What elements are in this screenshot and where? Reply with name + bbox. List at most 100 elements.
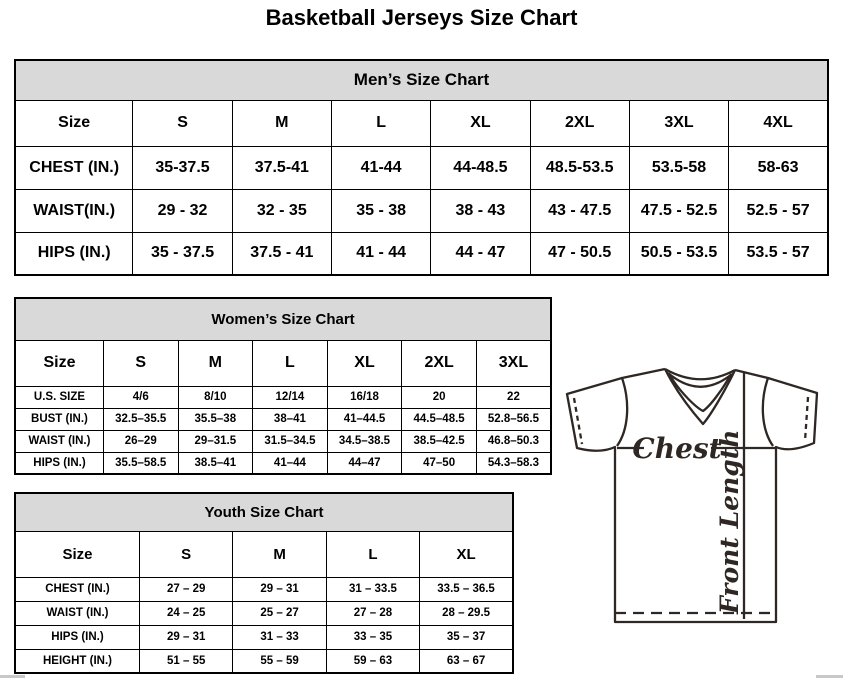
left-sleeve-seam (616, 377, 629, 447)
right-cuff-dashed-line (803, 396, 810, 442)
value-cell: 35.5–38 (177, 407, 254, 431)
row-label: HIPS (IN.) (14, 624, 140, 650)
value-cell: 47 - 50.5 (529, 231, 630, 276)
table-row: WAIST (IN.) 24 – 25 25 – 27 27 – 28 28 – 29.… (14, 600, 514, 626)
col-header-size: Size (14, 339, 104, 387)
value-cell: 27 – 28 (325, 600, 421, 626)
col-header: M (232, 530, 327, 578)
value-cell: 47–50 (401, 451, 477, 475)
col-header: XL (430, 99, 531, 147)
mens-size-table-grid: Men’s Size Chart Size S M L XL 2XL 3XL 4XL CHEST … (14, 59, 829, 276)
womens-size-table-grid: Women’s Size Chart Size S M L XL 2XL 3XL U.S. SI… (14, 297, 552, 475)
value-cell: 26–29 (102, 429, 179, 453)
value-cell: 37.5 - 41 (231, 231, 332, 276)
row-label: HIPS (IN.) (14, 231, 134, 276)
table-row: CHEST (IN.) 27 – 29 29 – 31 31 – 33.5 33.5 –… (14, 576, 514, 602)
value-cell: 63 – 67 (419, 648, 514, 674)
value-cell: 22 (475, 385, 552, 409)
youth-size-table: Youth Size Chart Size S M L XL CHEST (IN.) 27 –… (14, 492, 514, 674)
table-title: Youth Size Chart (14, 492, 514, 532)
row-label: WAIST(IN.) (14, 188, 134, 233)
value-cell: 29 - 32 (132, 188, 233, 233)
page-title: Basketball Jerseys Size Chart (265, 5, 578, 30)
value-cell: 31 – 33.5 (325, 576, 421, 602)
table-row: CHEST (IN.) 35-37.5 37.5-41 41-44 44-48.5 48.… (14, 145, 829, 190)
value-cell: 24 – 25 (138, 600, 234, 626)
value-cell: 38.5–41 (177, 451, 254, 475)
right-sleeve-seam (761, 377, 774, 447)
front-length-label: Front Length (715, 430, 744, 615)
value-cell: 53.5-58 (628, 145, 730, 190)
value-cell: 27 – 29 (138, 576, 234, 602)
value-cell: 29 – 31 (138, 624, 234, 650)
col-header: 2XL (401, 339, 477, 387)
table-row: WAIST(IN.) 29 - 32 32 - 35 35 - 38 38 - 43 43… (14, 188, 829, 233)
value-cell: 52.8–56.5 (475, 407, 552, 431)
value-cell: 25 – 27 (232, 600, 327, 626)
value-cell: 33 – 35 (325, 624, 421, 650)
value-cell: 44.5–48.5 (401, 407, 477, 431)
col-header: M (177, 339, 254, 387)
row-label: WAIST (IN.) (14, 429, 104, 453)
value-cell: 41–44.5 (326, 407, 403, 431)
value-cell: 38 - 43 (430, 188, 531, 233)
col-header: L (330, 99, 432, 147)
value-cell: 31 – 33 (232, 624, 327, 650)
value-cell: 12/14 (252, 385, 328, 409)
jersey-silhouette (565, 367, 819, 624)
table-title: Women’s Size Chart (14, 297, 552, 341)
col-header-size: Size (14, 530, 140, 578)
value-cell: 44-48.5 (430, 145, 531, 190)
table-row: HIPS (IN.) 35.5–58.5 38.5–41 41–44 44–47 47–5… (14, 451, 552, 475)
scrollbar-fragment-left[interactable] (0, 675, 25, 678)
table-title: Men’s Size Chart (14, 59, 829, 101)
value-cell: 41-44 (330, 145, 432, 190)
value-cell: 50.5 - 53.5 (628, 231, 730, 276)
col-header: S (138, 530, 234, 578)
value-cell: 35 - 37.5 (132, 231, 233, 276)
value-cell: 48.5-53.5 (529, 145, 630, 190)
value-cell: 52.5 - 57 (728, 188, 829, 233)
col-header-size: Size (14, 99, 134, 147)
value-cell: 38.5–42.5 (401, 429, 477, 453)
value-cell: 8/10 (177, 385, 254, 409)
col-header: 3XL (628, 99, 730, 147)
chest-label: Chest (632, 432, 721, 465)
value-cell: 29 – 31 (232, 576, 327, 602)
value-cell: 47.5 - 52.5 (628, 188, 730, 233)
value-cell: 16/18 (326, 385, 403, 409)
value-cell: 59 – 63 (325, 648, 421, 674)
value-cell: 58-63 (728, 145, 829, 190)
value-cell: 46.8–50.3 (475, 429, 552, 453)
jersey-measurement-diagram: Chest Front Length (562, 363, 828, 629)
col-header: XL (419, 530, 514, 578)
value-cell: 38–41 (252, 407, 328, 431)
value-cell: 41–44 (252, 451, 328, 475)
row-label: U.S. SIZE (14, 385, 104, 409)
vneck-inner (668, 373, 733, 413)
table-row: BUST (IN.) 32.5–35.5 35.5–38 38–41 41–44.5 44… (14, 407, 552, 431)
col-header: S (102, 339, 179, 387)
row-label: WAIST (IN.) (14, 600, 140, 626)
value-cell: 35.5–58.5 (102, 451, 179, 475)
value-cell: 35 – 37 (419, 624, 514, 650)
table-row: HEIGHT (IN.) 51 – 55 55 – 59 59 – 63 63 – 67 (14, 648, 514, 674)
collar-back-arc-inner (667, 372, 733, 388)
value-cell: 43 - 47.5 (529, 188, 630, 233)
value-cell: 54.3–58.3 (475, 451, 552, 475)
scrollbar-fragment-right[interactable] (816, 675, 843, 678)
row-label: CHEST (IN.) (14, 576, 140, 602)
value-cell: 4/6 (102, 385, 179, 409)
table-row: HIPS (IN.) 35 - 37.5 37.5 - 41 41 - 44 44 - … (14, 231, 829, 276)
col-header: L (252, 339, 328, 387)
col-header: 2XL (529, 99, 630, 147)
table-row: U.S. SIZE 4/6 8/10 12/14 16/18 20 22 (14, 385, 552, 409)
youth-size-table-grid: Youth Size Chart Size S M L XL CHEST (IN.) 27 –… (14, 492, 514, 674)
womens-size-table: Women’s Size Chart Size S M L XL 2XL 3XL U.S. SI… (14, 297, 552, 475)
col-header: M (231, 99, 332, 147)
value-cell: 37.5-41 (231, 145, 332, 190)
value-cell: 44 - 47 (430, 231, 531, 276)
jersey-outline-drawing: Chest Front Length (565, 367, 819, 624)
left-cuff-dashed-line (572, 397, 584, 445)
value-cell: 32.5–35.5 (102, 407, 179, 431)
